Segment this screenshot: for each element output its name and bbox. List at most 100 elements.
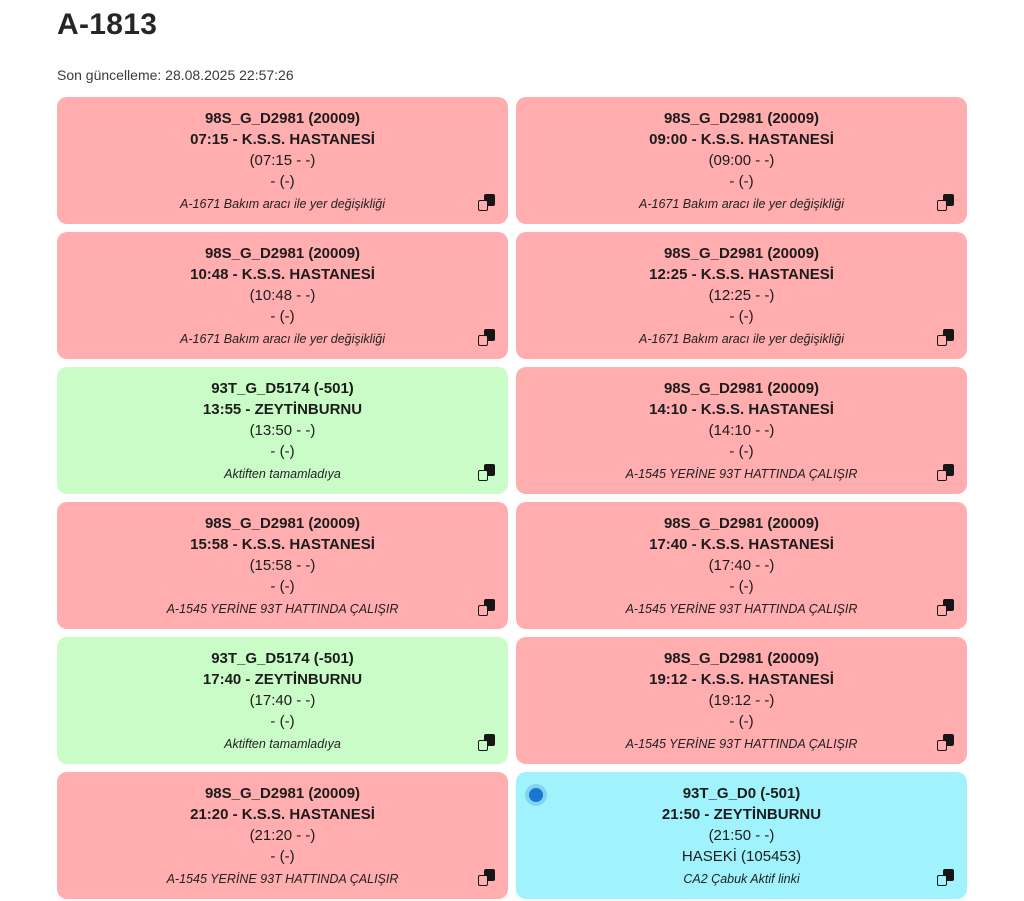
card-route-code: 98S_G_D2981 (20009) <box>663 245 820 262</box>
card-planned-time: (21:50 - -) <box>708 827 775 844</box>
trip-card[interactable]: 93T_G_D5174 (-501) 13:55 - ZEYTİNBURNU (… <box>57 367 508 494</box>
copy-icon-front-sheet <box>478 470 488 481</box>
trip-card[interactable]: 98S_G_D2981 (20009) 12:25 - K.S.S. HASTA… <box>516 232 967 359</box>
copy-icon-back-sheet <box>943 329 954 341</box>
copy-icon-front-sheet <box>478 335 488 346</box>
card-planned-time: (12:25 - -) <box>708 287 775 304</box>
copy-icon[interactable] <box>478 599 495 616</box>
card-route-code: 93T_G_D0 (-501) <box>682 785 801 802</box>
copy-icon[interactable] <box>937 464 954 481</box>
card-route-code: 98S_G_D2981 (20009) <box>204 110 361 127</box>
card-note: A-1671 Bakım aracı ile yer değişikliği <box>639 197 844 211</box>
copy-icon-front-sheet <box>937 740 947 751</box>
card-route-code: 98S_G_D2981 (20009) <box>204 515 361 532</box>
card-extra-info: - (-) <box>729 308 754 325</box>
copy-icon-back-sheet <box>484 329 495 341</box>
copy-icon-back-sheet <box>943 734 954 746</box>
card-planned-time: (17:40 - -) <box>708 557 775 574</box>
copy-icon-back-sheet <box>484 734 495 746</box>
card-time-destination: 21:20 - K.S.S. HASTANESİ <box>190 806 375 823</box>
card-time-destination: 15:58 - K.S.S. HASTANESİ <box>190 536 375 553</box>
copy-icon-back-sheet <box>484 464 495 476</box>
copy-icon-back-sheet <box>943 869 954 881</box>
trip-card[interactable]: 98S_G_D2981 (20009) 17:40 - K.S.S. HASTA… <box>516 502 967 629</box>
copy-icon[interactable] <box>937 329 954 346</box>
copy-icon[interactable] <box>937 194 954 211</box>
card-route-code: 98S_G_D2981 (20009) <box>663 650 820 667</box>
trip-card[interactable]: 98S_G_D2981 (20009) 09:00 - K.S.S. HASTA… <box>516 97 967 224</box>
card-route-code: 98S_G_D2981 (20009) <box>663 515 820 532</box>
card-extra-info: - (-) <box>729 713 754 730</box>
card-route-code: 98S_G_D2981 (20009) <box>204 245 361 262</box>
card-planned-time: (07:15 - -) <box>249 152 316 169</box>
trip-card[interactable]: 98S_G_D2981 (20009) 15:58 - K.S.S. HASTA… <box>57 502 508 629</box>
copy-icon-back-sheet <box>943 194 954 206</box>
card-extra-info: - (-) <box>729 173 754 190</box>
trip-card[interactable]: 98S_G_D2981 (20009) 07:15 - K.S.S. HASTA… <box>57 97 508 224</box>
card-extra-info: - (-) <box>270 173 295 190</box>
copy-icon[interactable] <box>937 869 954 886</box>
active-indicator-dot <box>529 788 543 802</box>
card-note: A-1545 YERİNE 93T HATTINDA ÇALIŞIR <box>166 602 399 616</box>
copy-icon-front-sheet <box>937 200 947 211</box>
copy-icon-front-sheet <box>937 605 947 616</box>
trip-card[interactable]: 98S_G_D2981 (20009) 10:48 - K.S.S. HASTA… <box>57 232 508 359</box>
card-extra-info: - (-) <box>729 443 754 460</box>
card-note: CA2 Çabuk Aktif linki <box>683 872 800 886</box>
copy-icon[interactable] <box>937 734 954 751</box>
card-planned-time: (15:58 - -) <box>249 557 316 574</box>
card-extra-info: - (-) <box>270 443 295 460</box>
trip-card[interactable]: 98S_G_D2981 (20009) 21:20 - K.S.S. HASTA… <box>57 772 508 899</box>
card-note: Aktiften tamamladıya <box>224 737 341 751</box>
copy-icon[interactable] <box>478 734 495 751</box>
card-time-destination: 10:48 - K.S.S. HASTANESİ <box>190 266 375 283</box>
copy-icon-back-sheet <box>484 869 495 881</box>
copy-icon[interactable] <box>478 329 495 346</box>
card-planned-time: (21:20 - -) <box>249 827 316 844</box>
card-planned-time: (10:48 - -) <box>249 287 316 304</box>
trip-card[interactable]: 93T_G_D0 (-501) 21:50 - ZEYTİNBURNU (21:… <box>516 772 967 899</box>
card-time-destination: 21:50 - ZEYTİNBURNU <box>661 806 822 823</box>
card-note: A-1671 Bakım aracı ile yer değişikliği <box>639 332 844 346</box>
card-extra-info: - (-) <box>270 578 295 595</box>
card-time-destination: 19:12 - K.S.S. HASTANESİ <box>649 671 834 688</box>
copy-icon[interactable] <box>937 599 954 616</box>
card-extra-info: HASEKİ (105453) <box>681 848 802 865</box>
copy-icon-back-sheet <box>943 599 954 611</box>
card-planned-time: (09:00 - -) <box>708 152 775 169</box>
copy-icon-front-sheet <box>478 605 488 616</box>
page-title: A-1813 <box>57 8 158 41</box>
trip-card[interactable]: 98S_G_D2981 (20009) 14:10 - K.S.S. HASTA… <box>516 367 967 494</box>
copy-icon-back-sheet <box>943 464 954 476</box>
card-time-destination: 12:25 - K.S.S. HASTANESİ <box>649 266 834 283</box>
card-note: A-1545 YERİNE 93T HATTINDA ÇALIŞIR <box>625 737 858 751</box>
copy-icon-front-sheet <box>478 875 488 886</box>
card-note: Aktiften tamamladıya <box>224 467 341 481</box>
card-time-destination: 14:10 - K.S.S. HASTANESİ <box>649 401 834 418</box>
card-time-destination: 17:40 - K.S.S. HASTANESİ <box>649 536 834 553</box>
copy-icon-back-sheet <box>484 599 495 611</box>
copy-icon-front-sheet <box>937 875 947 886</box>
card-route-code: 93T_G_D5174 (-501) <box>211 650 354 667</box>
card-planned-time: (19:12 - -) <box>708 692 775 709</box>
trip-card[interactable]: 98S_G_D2981 (20009) 19:12 - K.S.S. HASTA… <box>516 637 967 764</box>
trip-card[interactable]: 93T_G_D5174 (-501) 17:40 - ZEYTİNBURNU (… <box>57 637 508 764</box>
card-time-destination: 09:00 - K.S.S. HASTANESİ <box>649 131 834 148</box>
last-update-text: Son güncelleme: 28.08.2025 22:57:26 <box>57 67 294 83</box>
card-note: A-1545 YERİNE 93T HATTINDA ÇALIŞIR <box>625 467 858 481</box>
copy-icon[interactable] <box>478 869 495 886</box>
card-planned-time: (17:40 - -) <box>249 692 316 709</box>
card-note: A-1545 YERİNE 93T HATTINDA ÇALIŞIR <box>625 602 858 616</box>
card-note: A-1671 Bakım aracı ile yer değişikliği <box>180 197 385 211</box>
copy-icon-front-sheet <box>937 335 947 346</box>
copy-icon[interactable] <box>478 194 495 211</box>
card-extra-info: - (-) <box>270 848 295 865</box>
card-note: A-1671 Bakım aracı ile yer değişikliği <box>180 332 385 346</box>
card-extra-info: - (-) <box>729 578 754 595</box>
card-planned-time: (14:10 - -) <box>708 422 775 439</box>
copy-icon[interactable] <box>478 464 495 481</box>
copy-icon-front-sheet <box>478 200 488 211</box>
card-time-destination: 07:15 - K.S.S. HASTANESİ <box>190 131 375 148</box>
copy-icon-front-sheet <box>937 470 947 481</box>
